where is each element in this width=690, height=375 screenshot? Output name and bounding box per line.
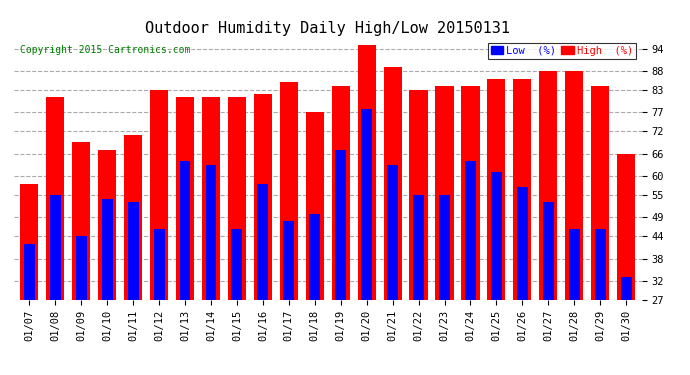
Bar [487,79,506,375]
Bar [543,202,554,375]
Bar [257,184,268,375]
Bar [435,86,453,375]
Bar [539,71,558,375]
Bar [202,98,220,375]
Bar [231,229,242,375]
Bar [362,109,372,375]
Bar [50,195,61,375]
Bar [565,71,583,375]
Bar [76,236,87,375]
Bar [569,229,580,375]
Bar [591,86,609,375]
Bar [357,45,376,375]
Bar [46,98,64,375]
Bar [465,161,476,375]
Bar [617,154,635,375]
Bar [413,195,424,375]
Bar [206,165,217,375]
Bar [72,142,90,375]
Legend: Low  (%), High  (%): Low (%), High (%) [488,43,636,59]
Text: Copyright 2015 Cartronics.com: Copyright 2015 Cartronics.com [20,45,190,56]
Bar [462,86,480,375]
Bar [387,165,398,375]
Bar [279,82,298,375]
Bar [513,79,531,375]
Bar [179,161,190,375]
Bar [332,86,350,375]
Bar [154,229,164,375]
Bar [228,98,246,375]
Bar [284,221,294,375]
Bar [124,135,142,375]
Bar [306,112,324,375]
Bar [176,98,194,375]
Bar [384,68,402,375]
Bar [20,184,39,375]
Bar [24,244,34,375]
Bar [101,199,112,375]
Bar [621,278,631,375]
Bar [491,172,502,375]
Bar [309,214,320,375]
Bar [595,229,606,375]
Bar [439,195,450,375]
Bar [254,94,272,375]
Bar [98,150,117,375]
Bar [128,202,139,375]
Bar [335,150,346,375]
Bar [150,90,168,375]
Bar [409,90,428,375]
Bar [517,188,528,375]
Title: Outdoor Humidity Daily High/Low 20150131: Outdoor Humidity Daily High/Low 20150131 [146,21,510,36]
